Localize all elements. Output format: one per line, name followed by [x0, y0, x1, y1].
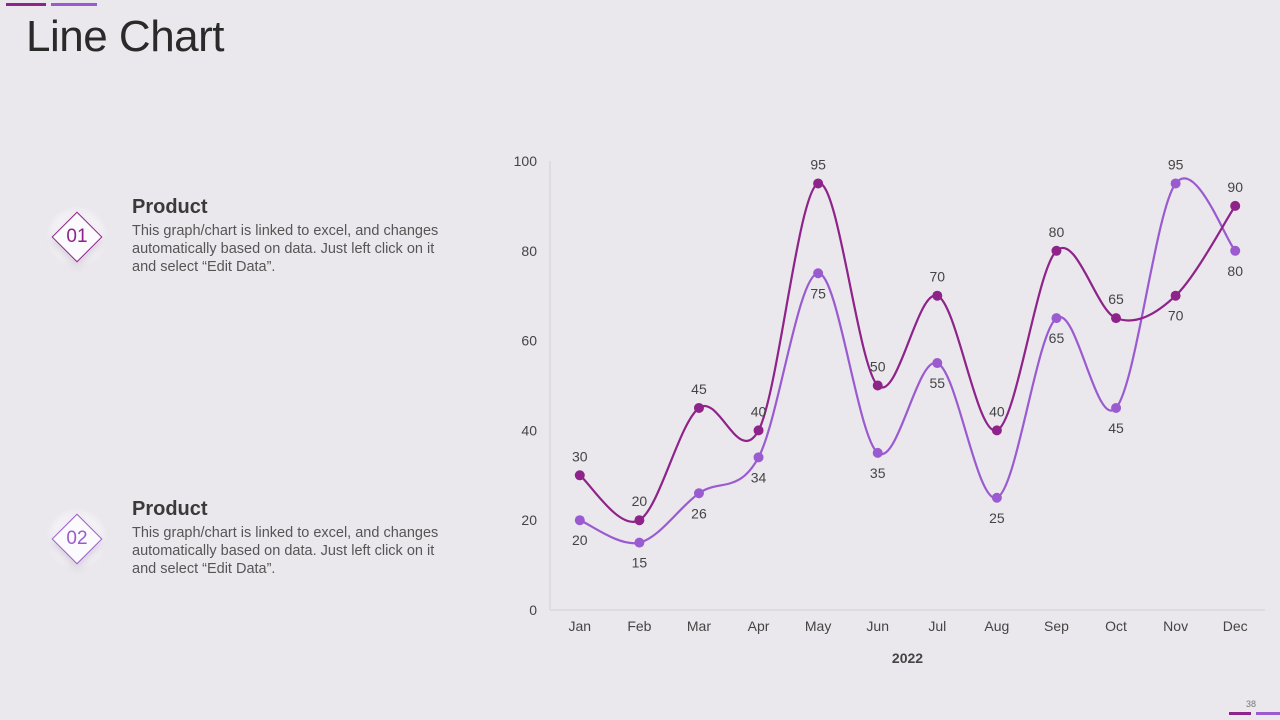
- series-1-data-label: 30: [572, 448, 588, 464]
- x-tick-label: Dec: [1223, 618, 1248, 634]
- series-2-point: [1230, 245, 1241, 256]
- title-accent-bar-secondary: [51, 3, 97, 6]
- series-2-data-label: 65: [1049, 330, 1065, 346]
- series-2-data-label: 25: [989, 510, 1005, 526]
- x-tick-label: Mar: [687, 618, 711, 634]
- series-2-point: [991, 492, 1002, 503]
- number-badge: 01: [46, 206, 108, 268]
- series-1-point: [932, 290, 943, 301]
- series-1-data-label: 80: [1049, 224, 1065, 240]
- x-tick-label: Oct: [1105, 618, 1127, 634]
- series-2-data-label: 75: [810, 285, 826, 301]
- number-badge: 02: [46, 508, 108, 570]
- series-2-data-label: 80: [1227, 263, 1243, 279]
- page-title: Line Chart: [26, 12, 225, 61]
- series-1-data-label: 20: [632, 493, 648, 509]
- footer-accent-bar: [1229, 712, 1251, 715]
- series-2-point: [1051, 313, 1062, 324]
- y-tick-label: 0: [529, 602, 537, 618]
- series-1-data-label: 50: [870, 359, 886, 375]
- y-tick-label: 100: [514, 153, 538, 169]
- series-1-point: [693, 402, 704, 413]
- title-accent-bar: [6, 3, 46, 6]
- y-tick-label: 60: [521, 333, 537, 349]
- item-description: This graph/chart is linked to excel, and…: [132, 525, 439, 577]
- item-description: This graph/chart is linked to excel, and…: [132, 223, 439, 275]
- footer-accent-bar-secondary: [1256, 712, 1280, 715]
- series-1-point: [813, 178, 824, 189]
- series-1-data-label: 95: [810, 156, 826, 172]
- series-1-data-label: 70: [1168, 308, 1184, 324]
- series-1-point: [1230, 200, 1241, 211]
- series-1-point: [1111, 313, 1122, 324]
- series-1-point: [1170, 290, 1181, 301]
- series-2-data-label: 34: [751, 469, 767, 485]
- item-title: Product: [132, 196, 208, 218]
- series-2-point: [1111, 402, 1122, 413]
- series-1-point: [991, 425, 1002, 436]
- series-1-point: [1051, 245, 1062, 256]
- item-title: Product: [132, 498, 208, 520]
- series-2-point: [813, 268, 824, 279]
- badge-number: 01: [66, 226, 88, 247]
- series-2-line: [579, 177, 1237, 545]
- y-tick-label: 80: [521, 243, 537, 259]
- series-2-point: [693, 488, 704, 499]
- series-1-point: [574, 470, 585, 481]
- series-1-data-label: 40: [751, 403, 767, 419]
- x-tick-label: Jul: [928, 618, 946, 634]
- x-tick-label: Nov: [1163, 618, 1188, 634]
- product-item-2: 02 Product This graph/chart is linked to…: [30, 482, 460, 592]
- page-number: 38: [1246, 699, 1257, 709]
- series-1-data-label: 65: [1108, 291, 1124, 307]
- series-2-point: [753, 452, 764, 463]
- y-tick-label: 40: [521, 422, 537, 438]
- x-tick-label: Aug: [984, 618, 1009, 634]
- x-tick-label: Apr: [748, 618, 770, 634]
- series-2-point: [932, 358, 943, 369]
- series-2-data-label: 20: [572, 532, 588, 548]
- product-item-1: 01 Product This graph/chart is linked to…: [30, 180, 460, 290]
- series-1-point: [872, 380, 883, 391]
- series-2-point: [574, 515, 585, 526]
- series-1-data-label: 90: [1227, 179, 1243, 195]
- y-tick-label: 20: [521, 512, 537, 528]
- x-tick-label: May: [805, 618, 831, 634]
- series-2-point: [1170, 178, 1181, 189]
- series-2-data-label: 95: [1168, 156, 1184, 172]
- series-2-data-label: 26: [691, 505, 707, 521]
- x-tick-label: Sep: [1044, 618, 1069, 634]
- series-1-point: [634, 515, 645, 526]
- badge-number: 02: [66, 528, 88, 549]
- series-1-data-label: 40: [989, 403, 1005, 419]
- series-2-data-label: 15: [632, 555, 648, 571]
- x-axis-title: 2022: [892, 650, 923, 666]
- series-2-data-label: 45: [1108, 420, 1124, 436]
- series-2-point: [872, 447, 883, 458]
- series-2-data-label: 55: [930, 375, 946, 391]
- x-tick-label: Jun: [866, 618, 889, 634]
- series-1-data-label: 70: [930, 269, 946, 285]
- series-2-point: [634, 537, 645, 548]
- x-tick-label: Feb: [627, 618, 651, 634]
- series-2-data-label: 35: [870, 465, 886, 481]
- series-1-data-label: 45: [691, 381, 707, 397]
- series-1-point: [753, 425, 764, 436]
- x-tick-label: Jan: [569, 618, 592, 634]
- series-1-line: [579, 182, 1237, 523]
